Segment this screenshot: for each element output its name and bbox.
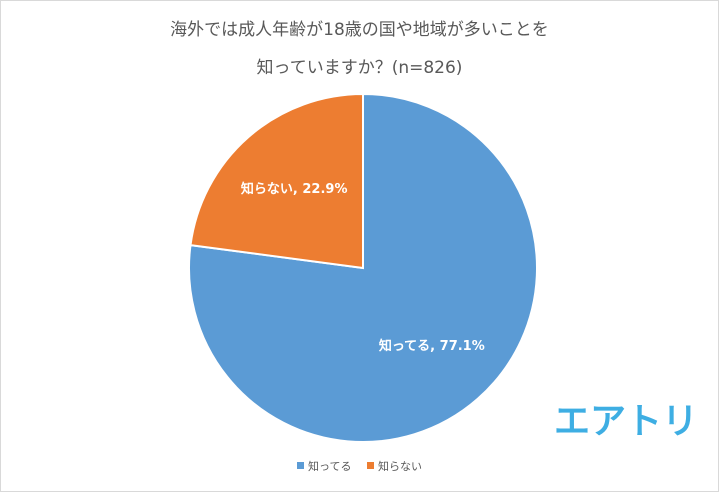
- logo-text: エアトリ: [554, 401, 692, 439]
- legend-swatch-known: [297, 462, 305, 469]
- legend-label-known: 知ってる: [308, 460, 352, 473]
- pie-slice-1: [189, 92, 364, 270]
- pie-slice-label-0: 知ってる, 77.1%: [379, 338, 485, 354]
- legend-label-unknown: 知らない: [377, 460, 422, 473]
- pie-slice-label-1: 知らない, 22.9%: [241, 181, 348, 197]
- chart-title-line-2: 知っていますか？(n=826): [256, 58, 463, 78]
- legend-item-known: 知ってる: [297, 458, 351, 474]
- airtrip-logo: エアトリ: [554, 401, 692, 439]
- chart-title: 海外では成人年齢が18歳の国や地域が多いことを 知っていますか？(n=826): [1, 11, 718, 87]
- legend-item-unknown: 知らない: [366, 458, 422, 474]
- chart-legend: 知ってる 知らない: [1, 458, 718, 474]
- chart-title-line-1: 海外では成人年齢が18歳の国や地域が多いことを: [170, 20, 549, 40]
- legend-swatch-unknown: [366, 462, 374, 469]
